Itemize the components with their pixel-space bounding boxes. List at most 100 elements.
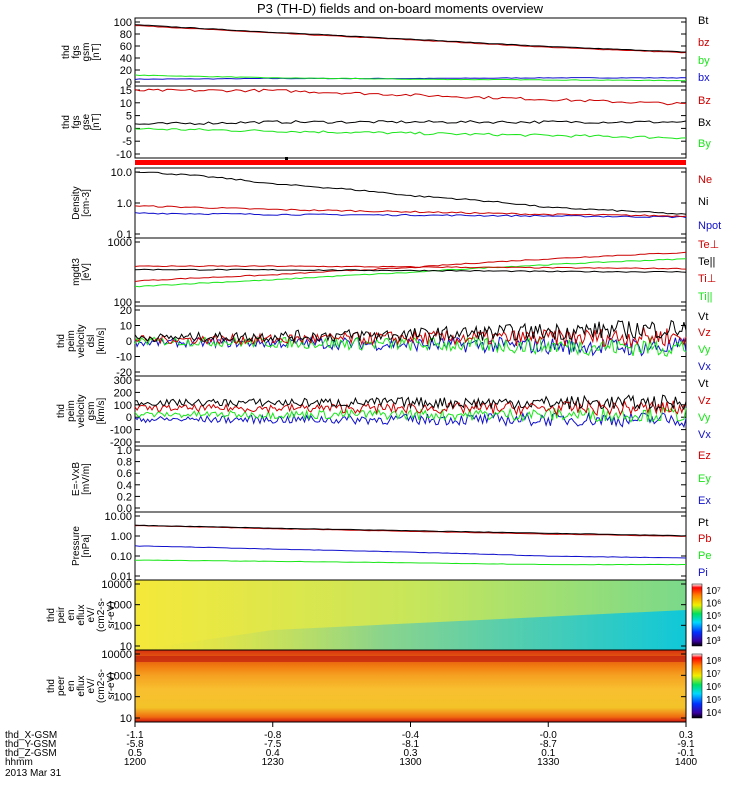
xaxis-value: 0.1 (541, 748, 555, 759)
vel1-legend-Vx: Vx (698, 361, 711, 373)
fgs_gse-ytick-label: 5 (126, 111, 132, 123)
density-series-Ni (134, 171, 687, 215)
vel2-ylabel-line: peim (66, 400, 77, 422)
fgs-ylabel-line: [nT] (91, 43, 102, 60)
xaxis-value: 0.3 (679, 730, 693, 741)
density-legend-Ne: Ne (698, 174, 712, 186)
fgs_gse-ylabel-line: [nT] (91, 113, 102, 130)
vel1-ytick-label: 20 (120, 305, 132, 317)
vel1-series-Vy (134, 335, 687, 357)
vel2-series-Vt (135, 394, 687, 412)
fgs-ylabel: thd fgs gsm [nT] (61, 43, 102, 62)
density-ytick-label: 10.0 (111, 167, 132, 179)
temp-ytick-label: 1000 (108, 237, 132, 249)
temp-legend-Te⊥: Te⊥ (698, 239, 719, 251)
density-legend-Ni: Ni (698, 196, 708, 208)
fgs-series-bx (134, 77, 687, 80)
vel2-ytick-label: -100 (110, 425, 132, 437)
plot-title: P3 (TH-D) fields and on-board moments ov… (257, 1, 544, 16)
panel-density: 10.0 1.0 0.1 Density [cm-3] Ne Ni Npot (71, 167, 721, 241)
xaxis-value: -0.4 (402, 730, 420, 741)
temp-series-Ti⊥ (134, 251, 687, 282)
peer-colorbar-label: 10⁶ (706, 682, 721, 693)
xaxis-value: 0.3 (404, 748, 418, 759)
fgs_gse-ylabel-line: fgs (71, 115, 82, 128)
vel2-ylabel-line: thd (56, 404, 67, 418)
xaxis-value: 1200 (124, 757, 147, 768)
peer-ytick-label: 10 (120, 713, 132, 725)
peir-ylabel-line: thd (46, 608, 57, 622)
peir-low-energy-region (135, 610, 686, 650)
fgs-ylabel-line: thd (61, 45, 72, 59)
density-ylabel: Density [cm-3] (71, 186, 92, 219)
pressure-ytick-label: 0.10 (111, 551, 132, 563)
fgs_gse-series-Bz (134, 88, 686, 106)
peer-ylabel: thd peer en eflux eV/(cm2-s-sr-eV) (46, 669, 117, 703)
vel2-ytick-label: 0 (126, 412, 132, 424)
xaxis-value: 1400 (675, 757, 698, 768)
xaxis-value: -8.7 (540, 739, 558, 750)
panel-vel1: 20 10 0 -10 -20 thd peim velocity dsl [km/s] Vt Vz V… (56, 305, 711, 379)
efield-ylabel-line: E=-VxB (71, 462, 82, 497)
fgs-ylabel-line: gsm (81, 43, 92, 62)
vel1-legend-Vy: Vy (698, 344, 711, 356)
peir-ytick-label: 10000 (101, 579, 132, 591)
efield-ylabel-line: [mV/m] (81, 463, 92, 495)
density-series-Npot (134, 212, 687, 219)
vel2-ytick-label: 200 (114, 387, 132, 399)
temp-ylabel-line: [eV] (81, 263, 92, 281)
pressure-ylabel-line: Pressure (71, 526, 82, 566)
xaxis-row-label: thd_Z-GSM (5, 748, 57, 759)
pressure-ylabel: Pressure [nPa] (71, 526, 92, 566)
peer-ytick-label: 1000 (108, 670, 132, 682)
xaxis-date: 2013 Mar 31 (5, 768, 62, 779)
xaxis-value: -1.1 (126, 730, 144, 741)
fgs_gse-ytick-label: -5 (122, 136, 132, 148)
efield-ytick-label: 1.0 (117, 445, 132, 457)
temp-series-Te|| (134, 268, 687, 273)
vel1-ylabel: thd peim velocity dsl [km/s] (56, 324, 107, 357)
xaxis-value: -0.8 (264, 730, 282, 741)
pressure-ytick-label: 1.00 (111, 531, 132, 543)
fgs-legend-by: by (698, 55, 710, 67)
peer-colorbar-label: 10⁸ (706, 656, 721, 667)
fgs_gse-legend-By: By (698, 138, 711, 150)
density-ylabel-line: [cm-3] (81, 189, 92, 217)
temp-ylabel: mgdt3 [eV] (71, 258, 92, 286)
efield-ytick-label: 0.2 (117, 491, 132, 503)
density-legend-Npot: Npot (698, 220, 721, 232)
efield-ytick-label: 0.8 (117, 457, 132, 469)
vel2-ylabel-line: velocity (76, 394, 87, 427)
xaxis-row-label: hhmm (5, 757, 33, 768)
efield-frame (134, 445, 687, 513)
peer-ytick-label: 10000 (101, 649, 132, 661)
efield-ytick-label: 0.4 (117, 480, 132, 492)
efield-legend-Ey: Ey (698, 473, 711, 485)
efield-ytick-label: 0.6 (117, 468, 132, 480)
peir-colorbar-label: 10⁶ (706, 599, 721, 610)
pressure-ytick-label: 0.01 (111, 571, 132, 583)
temp-legend-Te||: Te|| (698, 256, 715, 268)
xaxis-value: -8.1 (402, 739, 420, 750)
fgs-ytick-label: 100 (114, 17, 132, 29)
fgs_gse-ylabel: thd fgs gse [nT] (61, 113, 102, 130)
peer-ytick-label: 100 (114, 692, 132, 704)
peer-colorbar-label: 10⁵ (706, 695, 721, 706)
peir-ytick-label: 100 (114, 620, 132, 632)
peer-ylabel-line: sr-eV) (106, 672, 117, 699)
xaxis-value: 1230 (262, 757, 285, 768)
fgs_gse-legend-Bz: Bz (698, 95, 711, 107)
fgs-series-by (134, 74, 687, 82)
vel2-legend-Vz: Vz (698, 395, 711, 407)
peer-ylabel-line: eflux (76, 675, 87, 696)
density-ytick-label: 1.0 (117, 198, 132, 210)
vel1-legend-Vz: Vz (698, 327, 711, 339)
density-ytick-label: 0.1 (117, 229, 132, 241)
mode-bar (135, 160, 686, 165)
